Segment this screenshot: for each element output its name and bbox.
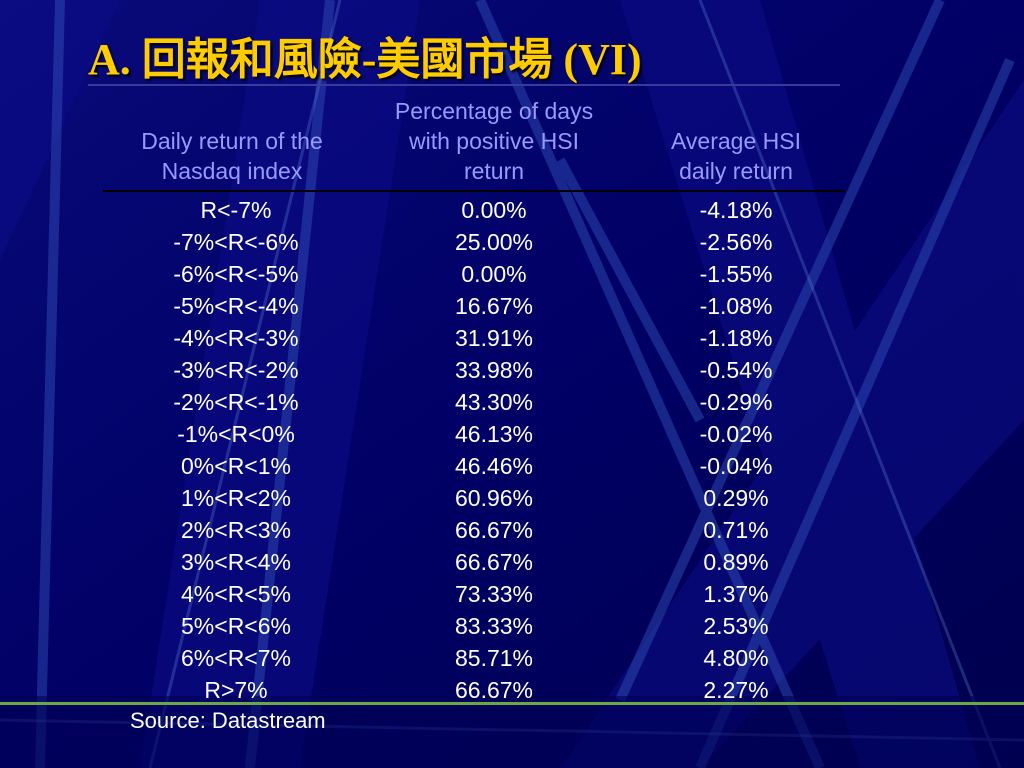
pct-cell: 60.96% [454,485,533,511]
bottom-accent-line [0,702,1024,705]
range-cell: R>7% [204,677,268,703]
pct-cell: 31.91% [454,325,533,351]
range-cell: -7%<R<-6% [173,229,299,255]
header-nasdaq-return: Daily return of the Nasdaq index [107,126,357,186]
avg-cell: -0.04% [699,453,773,479]
header-line: Nasdaq index [161,158,303,184]
range-cell: -2%<R<-1% [173,389,299,415]
range-cell: 2%<R<3% [181,517,291,543]
pct-cell: 43.30% [454,389,533,415]
range-cell: -3%<R<-2% [173,357,299,383]
table-row: 2%<R<3% 66.67% 0.71% [0,514,1024,546]
avg-cell: 0.71% [703,517,769,543]
pct-cell: 25.00% [454,229,533,255]
avg-cell: -1.18% [699,325,773,351]
table-row: R>7% 66.67% 2.27% [0,674,1024,706]
pct-cell: 85.71% [454,645,533,671]
header-line: daily return [679,158,793,184]
pct-cell: 73.33% [454,581,533,607]
pct-cell: 46.46% [454,453,533,479]
table-row: -5%<R<-4% 16.67% -1.08% [0,290,1024,322]
range-cell: 4%<R<5% [181,581,291,607]
title-divider [88,84,840,86]
avg-cell: -0.29% [699,389,773,415]
source-note: Source: Datastream [130,708,326,733]
range-cell: -1%<R<0% [177,421,295,447]
pct-cell: 0.00% [461,261,527,287]
table-row: -3%<R<-2% 33.98% -0.54% [0,354,1024,386]
range-cell: -5%<R<-4% [173,293,299,319]
avg-cell: -1.55% [699,261,773,287]
pct-cell: 33.98% [454,357,533,383]
header-line: return [463,158,525,184]
avg-cell: 1.37% [703,581,769,607]
avg-cell: -0.54% [699,357,773,383]
table-row: R<-7% 0.00% -4.18% [0,194,1024,226]
table-row: 5%<R<6% 83.33% 2.53% [0,610,1024,642]
avg-cell: 2.53% [703,613,769,639]
range-cell: -6%<R<-5% [173,261,299,287]
table-row: 4%<R<5% 73.33% 1.37% [0,578,1024,610]
pct-cell: 0.00% [461,197,527,223]
avg-cell: -0.02% [699,421,773,447]
table-row: 0%<R<1% 46.46% -0.04% [0,450,1024,482]
table-row: 1%<R<2% 60.96% 0.29% [0,482,1024,514]
avg-cell: -4.18% [699,197,773,223]
header-line: Percentage of days [394,98,594,124]
table-row: 3%<R<4% 66.67% 0.89% [0,546,1024,578]
avg-cell: 0.89% [703,549,769,575]
avg-cell: 0.29% [703,485,769,511]
avg-cell: 4.80% [703,645,769,671]
avg-cell: -2.56% [699,229,773,255]
range-cell: -4%<R<-3% [173,325,299,351]
pct-cell: 66.67% [454,677,533,703]
header-line: Average HSI [671,128,801,154]
range-cell: 5%<R<6% [181,613,291,639]
pct-cell: 16.67% [454,293,533,319]
slide-title: A. 回報和風險-美國市場 (VI) [88,35,642,84]
pct-cell: 66.67% [454,549,533,575]
table-row: -4%<R<-3% 31.91% -1.18% [0,322,1024,354]
returns-table: R<-7% 0.00% -4.18% -7%<R<-6% 25.00% -2.56% -… [0,194,1024,706]
table-row: -1%<R<0% 46.13% -0.02% [0,418,1024,450]
range-cell: 0%<R<1% [181,453,291,479]
range-cell: R<-7% [200,197,272,223]
table-row: -6%<R<-5% 0.00% -1.55% [0,258,1024,290]
table-row: -2%<R<-1% 43.30% -0.29% [0,386,1024,418]
pct-cell: 66.67% [454,517,533,543]
range-cell: 3%<R<4% [181,549,291,575]
header-average-hsi-return: Average HSI daily return [611,126,861,186]
pct-cell: 46.13% [454,421,533,447]
header-line: with positive HSI [408,128,579,154]
header-line: Daily return of the [141,128,323,154]
table-row: 6%<R<7% 85.71% 4.80% [0,642,1024,674]
avg-cell: 2.27% [703,677,769,703]
range-cell: 1%<R<2% [181,485,291,511]
avg-cell: -1.08% [699,293,773,319]
pct-cell: 83.33% [454,613,533,639]
range-cell: 6%<R<7% [181,645,291,671]
table-row: -7%<R<-6% 25.00% -2.56% [0,226,1024,258]
header-positive-days-pct: Percentage of days with positive HSI ret… [369,96,619,186]
header-divider [103,190,845,192]
